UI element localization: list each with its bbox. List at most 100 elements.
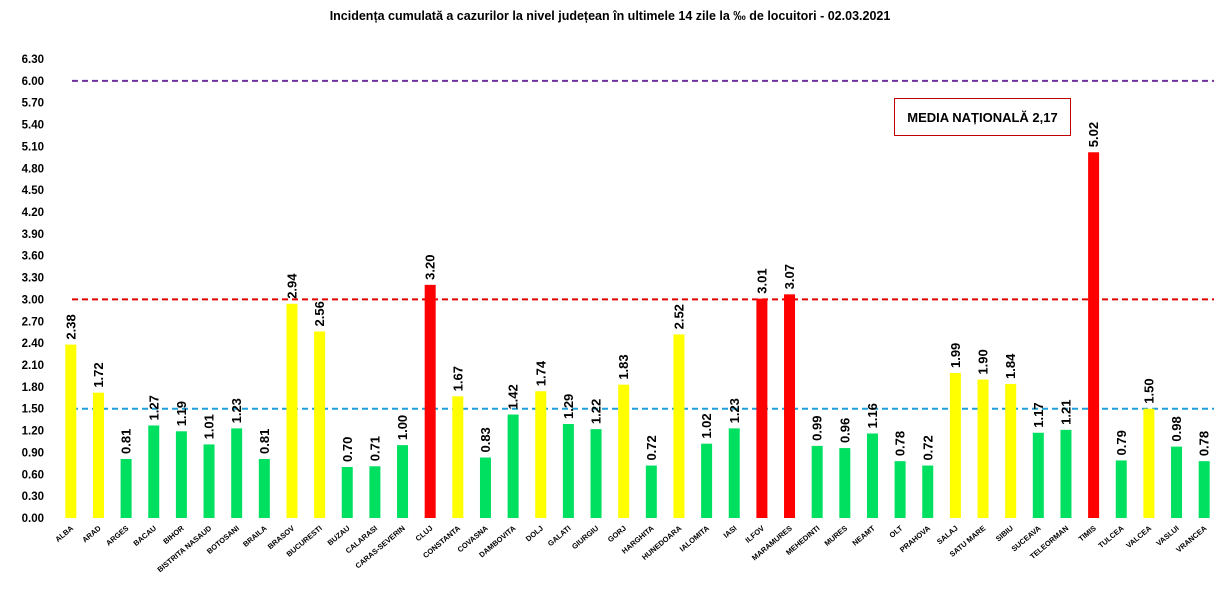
data-label: 5.02 — [1086, 122, 1101, 147]
y-tick-label-1: 0.30 — [22, 491, 44, 503]
x-tick-label: TIMIS — [1077, 524, 1098, 544]
data-label: 0.81 — [119, 429, 134, 454]
data-label: 1.29 — [561, 394, 576, 419]
y-tick-label-10: 3.00 — [22, 294, 44, 306]
x-tick-label: SIBIU — [994, 524, 1015, 544]
data-label: 1.17 — [1031, 402, 1046, 427]
x-tick-label: BRAILA — [241, 523, 269, 548]
x-tick-label: IALOMITA — [678, 523, 712, 553]
bar-galati — [562, 424, 574, 518]
data-label: 0.99 — [810, 416, 825, 441]
bar-vaslui — [1171, 446, 1183, 518]
bar-caras-severin — [397, 445, 409, 518]
data-label: 1.99 — [948, 343, 963, 368]
x-tick-label: CLUJ — [414, 524, 435, 543]
bar-tulcea — [1115, 460, 1127, 518]
data-label: 1.84 — [1003, 353, 1018, 379]
y-tick-label-21: 6.30 — [22, 54, 44, 66]
bar-salaj — [949, 373, 961, 518]
x-tick-label: GIURGIU — [570, 524, 600, 552]
y-tick-label-15: 4.50 — [22, 185, 44, 197]
bar-alba — [65, 344, 77, 518]
data-label: 0.71 — [367, 436, 382, 461]
data-label: 1.23 — [727, 398, 742, 423]
bar-giurgiu — [590, 429, 602, 518]
bar-valcea — [1143, 408, 1155, 518]
data-label: 1.74 — [533, 360, 548, 386]
data-label: 0.81 — [257, 429, 272, 454]
bar-suceava — [1032, 432, 1044, 518]
data-label: 1.42 — [506, 384, 521, 409]
x-tick-label: SALAJ — [935, 524, 960, 547]
bar-hunedoara — [673, 334, 685, 518]
chart-title: Incidența cumulată a cazurilor la nivel … — [329, 9, 891, 23]
data-label: 3.07 — [782, 264, 797, 289]
data-label: 0.72 — [644, 435, 659, 460]
bar-bucuresti — [314, 331, 326, 518]
y-tick-label-9: 2.70 — [22, 316, 44, 328]
bar-dolj — [535, 391, 547, 518]
data-label: 3.01 — [754, 268, 769, 293]
data-label: 0.96 — [837, 418, 852, 443]
national-average-annotation: MEDIA NAȚIONALĂ 2,17 — [894, 98, 1071, 136]
y-tick-label-8: 2.40 — [22, 338, 44, 350]
y-tick-label-4: 1.20 — [22, 426, 44, 438]
bar-dambovita — [507, 414, 519, 518]
bar-timis — [1088, 152, 1100, 518]
y-tick-label-11: 3.30 — [22, 273, 44, 285]
bar-buzau — [341, 467, 353, 518]
x-tick-label: BUZAU — [326, 524, 352, 548]
bar-ialomita — [701, 443, 713, 518]
bar-harghita — [645, 465, 657, 518]
bar-cluj — [424, 284, 436, 518]
bar-olt — [894, 461, 906, 518]
data-label: 0.78 — [1197, 431, 1212, 456]
data-label: 0.72 — [920, 435, 935, 460]
bar-mures — [839, 448, 851, 518]
reference-lines — [72, 79, 1214, 410]
data-label: 1.72 — [91, 362, 106, 387]
x-tick-label: GORJ — [606, 524, 628, 545]
x-tick-label: IASI — [722, 524, 739, 540]
x-tick-label: BACAU — [131, 524, 158, 548]
bars — [65, 152, 1210, 518]
x-tick-label: DOLJ — [524, 524, 545, 544]
data-label: 1.00 — [395, 415, 410, 440]
data-label: 1.83 — [616, 354, 631, 379]
y-tick-label-20: 6.00 — [22, 76, 44, 88]
y-axis: 0.00 0.30 0.60 0.90 1.20 1.50 1.80 2.10 2.40 2.70… — [22, 54, 44, 525]
x-tick-label: ILFOV — [743, 524, 766, 545]
data-label: 1.67 — [450, 366, 465, 391]
y-tick-label-6: 1.80 — [22, 382, 44, 394]
data-label: 1.21 — [1058, 400, 1073, 425]
y-tick-label-19: 5.70 — [22, 98, 44, 110]
data-label: 0.83 — [478, 427, 493, 452]
bar-maramures — [784, 294, 796, 518]
bar-bihor — [175, 431, 187, 518]
bar-arad — [92, 392, 104, 518]
data-label: 2.38 — [63, 314, 78, 339]
data-label: 0.98 — [1169, 416, 1184, 441]
bar-bistrita-nasaud — [203, 444, 215, 518]
bar-ilfov — [756, 298, 768, 518]
y-tick-label-16: 4.80 — [22, 163, 44, 175]
bar-calarasi — [369, 466, 381, 518]
y-tick-label-2: 0.60 — [22, 469, 44, 481]
data-label: 1.01 — [202, 414, 217, 439]
x-tick-label: GALATI — [546, 524, 573, 548]
data-labels: 2.38 1.72 0.81 1.27 1.19 1.01 1.23 0.81 2.94 2.56… — [63, 122, 1211, 462]
bar-iasi — [728, 428, 740, 518]
x-tick-label: BIHOR — [161, 523, 186, 546]
y-tick-label-0: 0.00 — [22, 513, 44, 525]
y-tick-label-3: 0.90 — [22, 447, 44, 459]
y-tick-label-18: 5.40 — [22, 120, 44, 132]
data-label: 1.23 — [229, 398, 244, 423]
data-label: 1.02 — [699, 413, 714, 438]
data-label: 0.70 — [340, 437, 355, 462]
bar-covasna — [479, 457, 491, 518]
x-tick-label: CARAS-SEVERIN — [353, 524, 406, 571]
bar-prahova — [922, 465, 934, 518]
bar-sibiu — [1005, 383, 1017, 518]
